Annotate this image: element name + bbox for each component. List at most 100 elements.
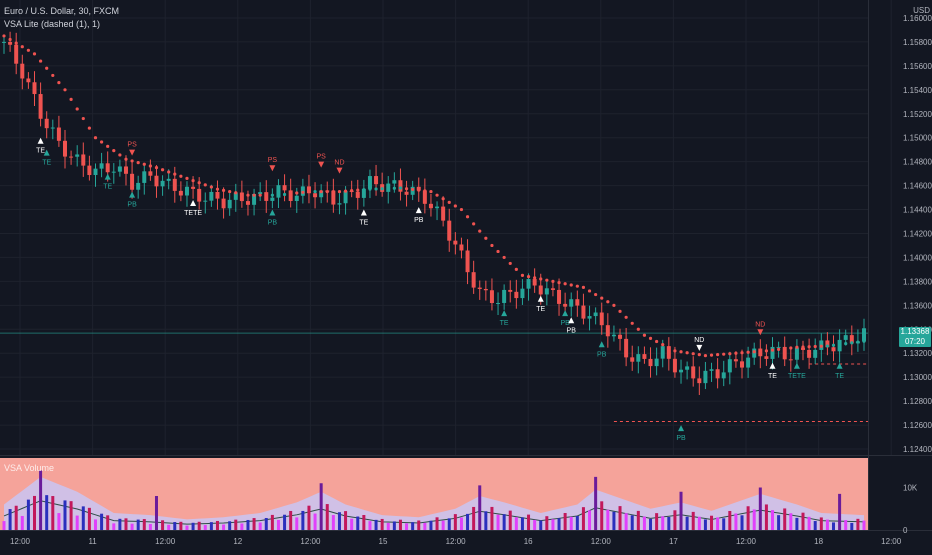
volume-bar [606, 509, 610, 530]
candle-body [331, 190, 336, 205]
volume-bar [734, 513, 738, 530]
volume-bar [380, 518, 384, 530]
time-axis-border [0, 530, 932, 531]
trail-dot [789, 346, 793, 350]
trail-dot [197, 181, 201, 185]
trail-dot [319, 189, 323, 194]
candle-body [288, 190, 293, 201]
candle-body [50, 127, 55, 129]
candle-body [630, 357, 635, 362]
trail-dot [252, 193, 256, 197]
candle-body [8, 41, 13, 45]
price-axis-unit: USD [913, 6, 930, 15]
trail-dot [313, 189, 317, 194]
trail-dot [502, 255, 506, 260]
trail-dot [301, 190, 305, 194]
candle-body [459, 244, 464, 251]
candle-body [191, 186, 196, 189]
signal-label: TE [42, 160, 51, 167]
volume-bar [8, 509, 12, 530]
candle-body [483, 288, 488, 291]
signal-arrow-down [318, 161, 325, 168]
candle-body [81, 154, 86, 166]
volume-bar [661, 516, 665, 530]
candle-body [203, 200, 208, 202]
candle-body [672, 358, 677, 373]
trail-dot [368, 187, 372, 191]
volume-bar [191, 522, 195, 530]
volume-bar [825, 519, 829, 530]
candle-body [233, 192, 238, 200]
price-tick-label: 1.14800 [903, 158, 932, 167]
trail-dot [819, 344, 823, 348]
candle-body [337, 203, 342, 205]
candle-body [142, 171, 147, 183]
price-tick-label: 1.14200 [903, 229, 932, 238]
volume-bar [368, 521, 372, 530]
candle-body [727, 359, 732, 373]
trail-dot [496, 249, 500, 254]
volume-bar [764, 504, 768, 530]
trail-dot [337, 189, 342, 194]
volume-pane-label: VSA Volume [4, 463, 55, 473]
candle-body [648, 358, 653, 367]
signal-label: TETE [184, 210, 202, 217]
signal-label: TE [500, 320, 509, 327]
trail-dot [630, 321, 634, 325]
volume-bar [539, 520, 543, 530]
volume-bar [612, 511, 616, 530]
trail-dot [63, 88, 67, 92]
trail-dot [752, 350, 756, 354]
volume-bar [472, 506, 476, 530]
candle-body [794, 347, 799, 360]
volume-bar [716, 517, 720, 530]
volume-bar [710, 515, 714, 530]
trail-dot [447, 200, 451, 204]
trail-dot [838, 342, 842, 347]
volume-bar [203, 525, 207, 530]
trail-dot [130, 159, 134, 163]
trail-dot [551, 279, 555, 283]
volume-bar [844, 520, 848, 530]
volume-bar [441, 520, 445, 530]
candle-body [38, 94, 43, 119]
volume-bar [795, 517, 799, 530]
volume-bar [429, 520, 433, 530]
volume-bar [20, 515, 24, 530]
volume-bar [197, 521, 201, 530]
trail-dot [734, 351, 738, 355]
candle-body [776, 346, 781, 348]
candle-body [252, 193, 257, 205]
candle-body [209, 191, 214, 201]
trail-dot [795, 345, 799, 349]
volume-bar [337, 512, 341, 530]
volume-bar [51, 496, 55, 530]
signal-arrow-down [129, 149, 136, 156]
candle-body [398, 180, 403, 192]
volume-bar [484, 511, 488, 530]
trail-dot [289, 192, 293, 196]
volume-bar [459, 517, 463, 530]
volume-bar [527, 514, 531, 530]
candle-body [422, 190, 427, 204]
signal-label: PB [676, 435, 686, 442]
trail-dot [221, 188, 226, 192]
candle-body [764, 356, 769, 359]
trail-dot [563, 282, 567, 286]
volume-bar [350, 518, 354, 530]
signal-label: TE [359, 220, 368, 227]
volume-tick-label: 0 [903, 526, 908, 535]
volume-bar [173, 522, 177, 530]
volume-bar [39, 470, 43, 530]
volume-bar [581, 507, 585, 530]
volume-bar [575, 516, 579, 530]
signal-arrow-up [562, 310, 569, 317]
candle-body [685, 366, 690, 370]
volume-bar [222, 524, 226, 530]
volume-bar [618, 506, 622, 530]
volume-bar [496, 514, 500, 530]
price-tick-label: 1.15200 [903, 110, 932, 119]
pane-separator [0, 455, 932, 456]
trail-dot [325, 189, 329, 194]
